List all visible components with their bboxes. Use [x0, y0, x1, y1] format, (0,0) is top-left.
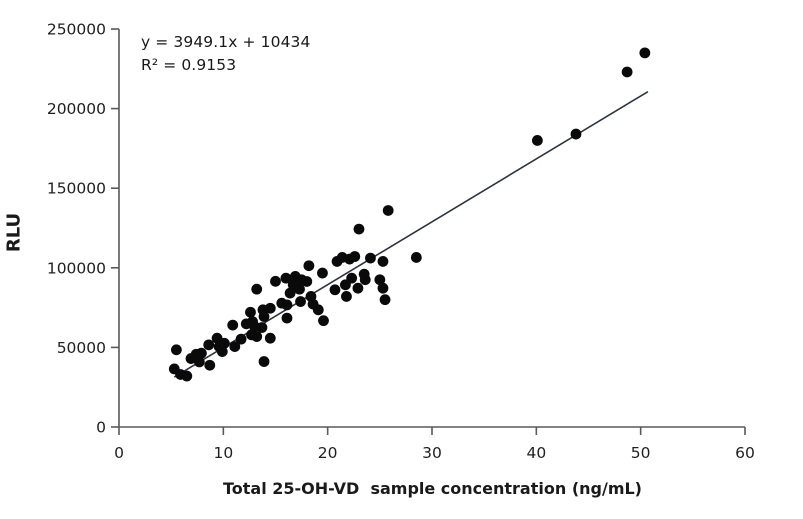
scatter-point: [317, 267, 328, 279]
scatter-point: [382, 205, 394, 216]
scatter-point: [294, 283, 305, 295]
scatter-point: [170, 344, 182, 356]
scatter-point: [264, 332, 276, 344]
x-tick-label: 50: [631, 444, 651, 462]
scatter-point: [359, 274, 371, 286]
scatter-point: [353, 223, 365, 235]
scatter-point: [181, 370, 193, 382]
x-tick-label: 30: [422, 444, 442, 462]
scatter-point: [374, 274, 386, 286]
scatter-point: [216, 346, 228, 357]
y-axis-title: RLU: [3, 212, 25, 253]
scatter-point: [531, 135, 543, 146]
x-tick-label: 40: [526, 444, 546, 462]
y-tick-label: 100000: [47, 259, 106, 277]
scatter-point: [312, 304, 324, 316]
scatter-point: [621, 66, 633, 78]
scatter-point: [264, 302, 276, 314]
y-tick-label: 200000: [47, 100, 106, 118]
scatter-point: [377, 256, 389, 267]
scatter-point: [639, 47, 651, 59]
scatter-point: [329, 284, 341, 296]
scatter-point: [281, 299, 293, 311]
scatter-point: [377, 282, 389, 294]
scatter-point: [365, 252, 376, 264]
scatter-point: [256, 322, 268, 333]
x-axis-title: Total 25-OH-VD sample concentration (ng/…: [222, 479, 642, 498]
scatter-point: [245, 306, 256, 318]
scatter-point: [295, 296, 306, 307]
scatter-point: [570, 128, 582, 140]
scatter-point: [318, 315, 329, 327]
scatter-point: [258, 311, 270, 322]
y-tick-label: 0: [96, 419, 106, 437]
scatter-point: [227, 319, 239, 331]
scatter-point: [303, 260, 315, 272]
scatter-point: [352, 282, 364, 294]
scatter-point: [281, 312, 293, 324]
scatter-point: [410, 252, 422, 263]
regression-annotation: y = 3949.1x + 10434 R² = 0.9153: [141, 31, 310, 77]
y-tick-label: 50000: [57, 339, 106, 357]
scatter-point: [229, 341, 241, 353]
scatter-point: [251, 331, 263, 342]
x-tick-label: 0: [114, 444, 124, 462]
x-tick-label: 20: [318, 444, 338, 462]
scatter-point: [346, 272, 358, 284]
x-tick-label: 60: [735, 444, 755, 462]
scatter-point: [258, 356, 270, 367]
scatter-point: [301, 276, 313, 287]
scatter-point: [193, 356, 205, 368]
scatter-point: [218, 337, 230, 349]
x-tick-label: 10: [213, 444, 233, 462]
scatter-point: [349, 251, 361, 262]
y-tick-label: 250000: [47, 21, 106, 39]
scatter-point: [280, 272, 292, 284]
scatter-point: [196, 347, 207, 359]
scatter-point: [270, 275, 281, 287]
scatter-point: [203, 339, 215, 351]
scatter-point: [251, 283, 263, 295]
scatter-point: [379, 294, 391, 306]
scatter-point: [204, 359, 216, 371]
scatter-point: [235, 333, 247, 345]
scatter-point: [284, 287, 296, 299]
scatter-point: [341, 291, 352, 302]
y-tick-label: 150000: [47, 180, 106, 198]
regression-equation: y = 3949.1x + 10434: [141, 33, 311, 51]
r-squared-value: R² = 0.9153: [141, 56, 237, 74]
